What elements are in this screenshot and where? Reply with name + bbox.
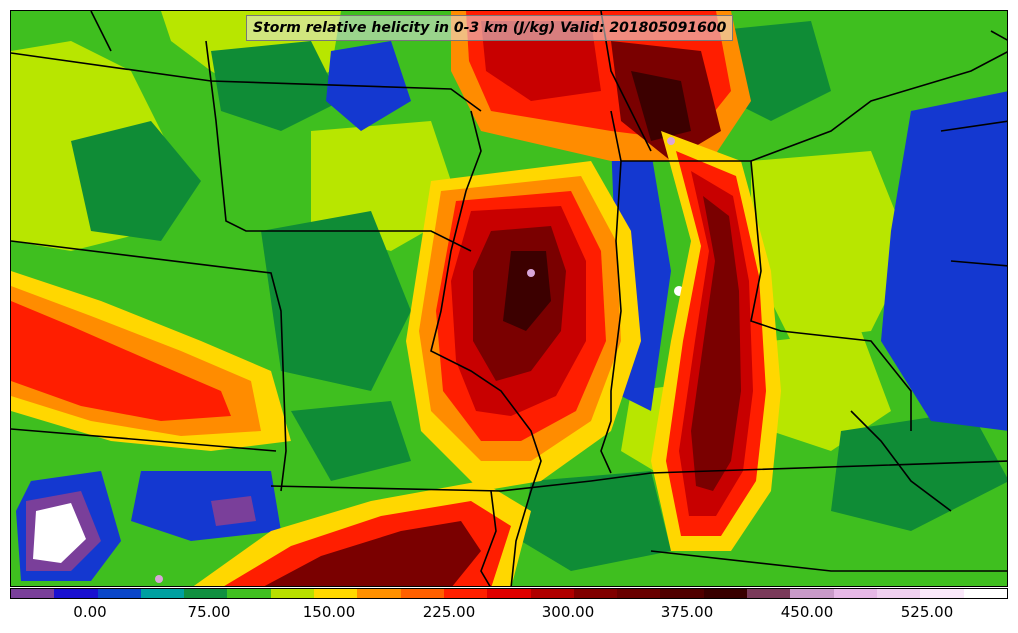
colorbar-segment bbox=[357, 589, 401, 598]
colorbar-segment bbox=[703, 589, 748, 598]
colorbar-tick-label: 150.00 bbox=[302, 603, 356, 621]
map-frame: Storm relative helicity in 0-3 km (J/kg)… bbox=[10, 10, 1008, 587]
colorbar-segment bbox=[314, 589, 358, 598]
colorbar-tick-label: 0.00 bbox=[73, 603, 107, 621]
colorbar-segment bbox=[140, 589, 185, 598]
field-north-core bbox=[451, 11, 751, 161]
field-dark-green-areas bbox=[71, 21, 1007, 571]
field-east-band bbox=[651, 131, 781, 551]
colorbar-segment bbox=[11, 589, 55, 598]
field-central-core bbox=[406, 161, 641, 491]
colorbar-segment bbox=[617, 589, 661, 598]
colorbar-labels: 0.00 75.00 150.00 225.00 300.00 375.00 450.00 5… bbox=[10, 601, 1008, 625]
field-south-band bbox=[193, 481, 531, 586]
colorbar bbox=[10, 588, 1008, 599]
map-title: Storm relative helicity in 0-3 km (J/kg)… bbox=[246, 15, 734, 41]
colorbar-tick-label: 225.00 bbox=[422, 603, 476, 621]
colorbar-segment bbox=[963, 589, 1007, 598]
colorbar-segment bbox=[747, 589, 791, 598]
colorbar-tick-label: 75.00 bbox=[187, 603, 231, 621]
field-lavender-spots bbox=[155, 137, 675, 583]
colorbar-segment bbox=[97, 589, 141, 598]
colorbar-segment bbox=[833, 589, 877, 598]
colorbar-segment bbox=[876, 589, 921, 598]
colorbar-segment bbox=[400, 589, 444, 598]
colorbar-tick-label: 450.00 bbox=[780, 603, 834, 621]
colorbar-segment bbox=[227, 589, 271, 598]
field-west-warm-band bbox=[11, 271, 291, 451]
colorbar-segment bbox=[920, 589, 964, 598]
colorbar-segment bbox=[270, 589, 315, 598]
colorbar-segment bbox=[184, 589, 228, 598]
colorbar-tick-label: 300.00 bbox=[541, 603, 595, 621]
colorbar-segment bbox=[487, 589, 531, 598]
colorbar-segment bbox=[443, 589, 488, 598]
colorbar-tick-label: 375.00 bbox=[660, 603, 714, 621]
colorbar-segment bbox=[790, 589, 834, 598]
colorbar-segment bbox=[660, 589, 704, 598]
colorbar-segment bbox=[54, 589, 98, 598]
state-boundaries bbox=[11, 11, 1007, 586]
helicity-map bbox=[11, 11, 1007, 586]
colorbar-tick-label: 525.00 bbox=[900, 603, 954, 621]
colorbar-segment bbox=[530, 589, 574, 598]
colorbar-segment bbox=[573, 589, 618, 598]
